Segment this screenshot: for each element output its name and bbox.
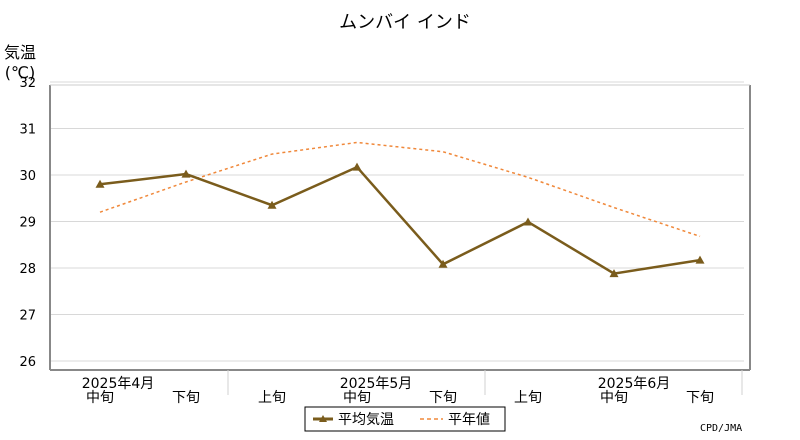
month-label: 2025年5月: [340, 376, 413, 392]
x-tick-label: 下旬: [686, 390, 714, 406]
data-point: [695, 255, 705, 264]
legend-marker-avg: [319, 415, 327, 422]
data-point: [267, 200, 277, 209]
series-line-average: [99, 165, 701, 275]
x-tick-label: 中旬: [86, 390, 114, 406]
series-line-normal: [99, 141, 701, 238]
legend-label-normal: 平年値: [448, 412, 490, 428]
x-tick-label: 下旬: [172, 390, 200, 406]
y-axis-label-line1: 気温: [4, 43, 36, 62]
month-label: 2025年4月: [82, 376, 155, 392]
y-tick-label: 31: [19, 123, 36, 138]
y-axis-label-line2: (℃): [5, 63, 35, 82]
data-point: [609, 269, 619, 278]
x-tick-label: 上旬: [514, 390, 542, 406]
credit-label: CPD/JMA: [700, 423, 742, 434]
legend-box: [304, 406, 506, 432]
data-point: [523, 217, 533, 226]
chart-title: ムンバイ インド: [339, 12, 471, 33]
legend: 平均気温 平年値: [304, 406, 506, 432]
y-tick-label: 29: [19, 216, 36, 231]
y-tick-label: 27: [19, 309, 36, 324]
data-point: [181, 169, 191, 178]
x-tick-label: 中旬: [343, 390, 371, 406]
legend-label-avg: 平均気温: [338, 412, 394, 428]
data-point: [438, 259, 448, 268]
y-tick-label: 26: [19, 355, 36, 370]
x-tick-label: 上旬: [258, 390, 286, 406]
plot-area: 262728293031322025年4月 2025年5月 2025年6月中旬 下旬上…: [19, 76, 751, 406]
data-point: [95, 179, 105, 188]
data-point: [352, 162, 362, 171]
y-tick-label: 30: [19, 169, 36, 184]
y-tick-label: 28: [19, 262, 36, 277]
x-tick-label: 中旬: [600, 390, 628, 406]
y-tick-label: 32: [19, 76, 36, 91]
month-label: 2025年6月: [598, 376, 671, 392]
x-tick-label: 下旬: [429, 390, 457, 406]
